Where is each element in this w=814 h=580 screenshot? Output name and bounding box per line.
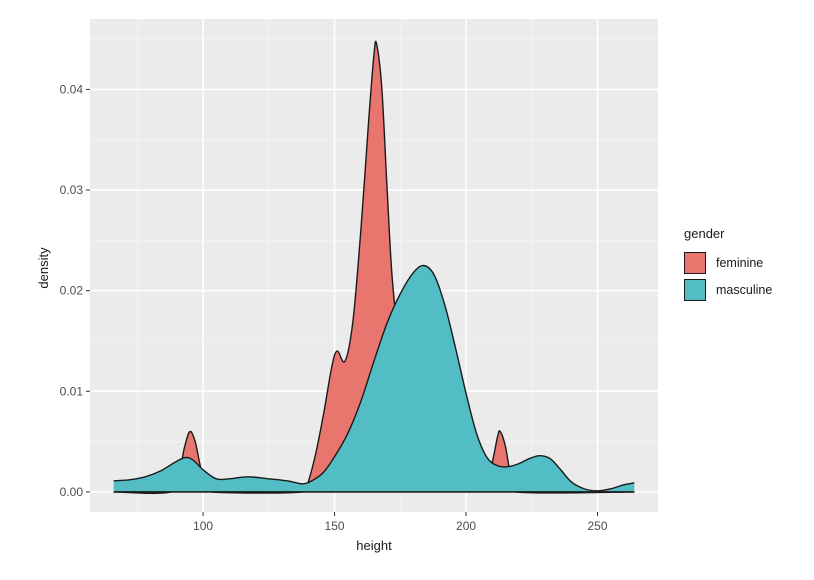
y-axis-title: density: [36, 247, 51, 289]
x-tick-label: 100: [193, 519, 213, 533]
legend-item-feminine: feminine: [684, 249, 772, 276]
legend-label-feminine: feminine: [716, 255, 764, 270]
legend: gender feminine masculine: [684, 226, 772, 303]
legend-label-masculine: masculine: [716, 282, 773, 297]
density-area-feminine: [113, 41, 635, 494]
x-axis-ticks: 100 150 200 250: [193, 512, 608, 533]
y-tick-label: 0.01: [60, 384, 84, 398]
x-axis-title: height: [356, 538, 392, 553]
x-tick-label: 250: [588, 519, 608, 533]
density-area-masculine: [113, 265, 635, 492]
density-areas: [113, 40, 635, 495]
y-tick-label: 0.03: [60, 183, 84, 197]
x-tick-label: 150: [325, 519, 345, 533]
legend-key-feminine: [684, 251, 706, 274]
legend-key-masculine: [684, 278, 706, 301]
y-tick-label: 0.00: [60, 485, 84, 499]
legend-title: gender: [684, 226, 725, 241]
density-outline-masculine: [113, 264, 635, 492]
y-tick-label: 0.02: [60, 284, 84, 298]
x-tick-label: 200: [456, 519, 476, 533]
y-axis-ticks: 0.00 0.01 0.02 0.03 0.04: [60, 82, 90, 499]
legend-item-masculine: masculine: [684, 276, 772, 303]
y-tick-label: 0.04: [60, 82, 84, 96]
